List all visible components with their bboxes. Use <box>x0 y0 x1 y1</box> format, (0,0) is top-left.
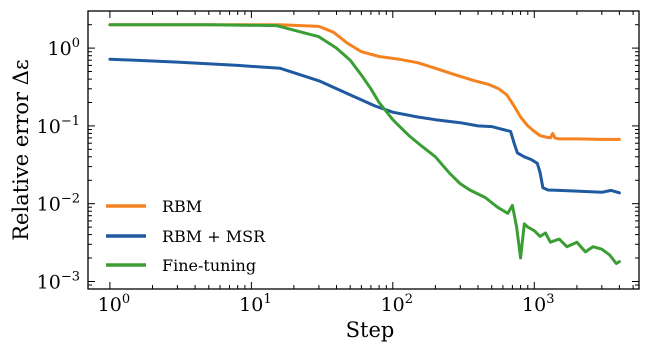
legend: RBM RBM + MSR Fine-tuning <box>106 197 266 275</box>
x-axis-label: Step <box>346 318 395 342</box>
plot-frame <box>87 10 640 290</box>
y-tick-label: 10−3 <box>37 269 80 293</box>
y-tick-label: 10−1 <box>37 114 80 138</box>
x-tick-label: 103 <box>522 292 554 316</box>
legend-label-rbm: RBM <box>162 197 202 216</box>
ticks-layer <box>88 10 639 290</box>
x-tick-label: 102 <box>381 292 413 316</box>
y-tick-label: 10−2 <box>37 192 80 216</box>
x-tick-label: 101 <box>239 292 271 316</box>
legend-label-fine-tuning: Fine-tuning <box>162 256 256 275</box>
series-layer <box>108 23 621 265</box>
series-line-rbm <box>108 23 621 141</box>
y-tick-label: 100 <box>48 36 80 60</box>
y-axis-label: Relative error Δε <box>9 59 33 241</box>
x-tick-label: 100 <box>98 292 130 316</box>
series-line-fine-tuning <box>108 23 621 265</box>
tick-labels: 100 101 102 103 100 10−1 10−2 10−3 <box>37 36 555 316</box>
series-line-rbm-msr <box>108 57 621 195</box>
legend-label-rbm-msr: RBM + MSR <box>162 227 266 246</box>
